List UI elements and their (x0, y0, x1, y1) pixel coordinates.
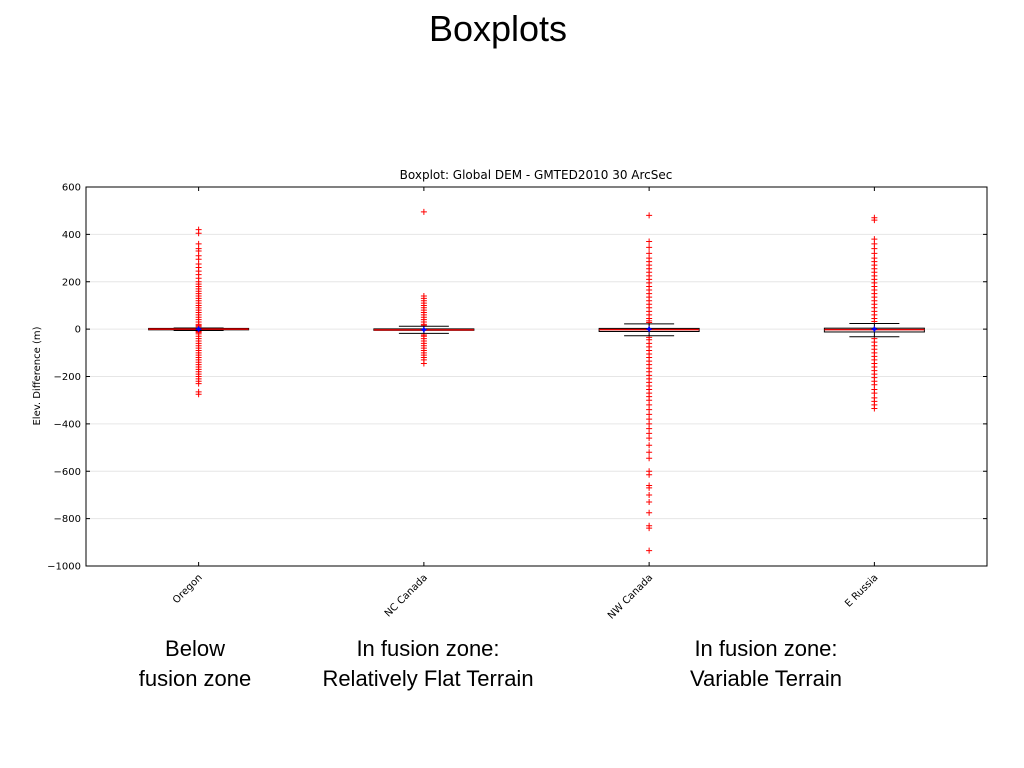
box-group (823, 214, 925, 412)
mean-marker (870, 325, 878, 333)
outlier-point (646, 212, 653, 219)
outlier-point (871, 405, 878, 412)
caption-below-fusion-zone: Below fusion zone (120, 634, 270, 694)
box-group (148, 226, 250, 398)
caption-line: Variable Terrain (689, 666, 843, 691)
caption-line: In fusion zone: (694, 636, 838, 661)
outlier-point (420, 208, 427, 215)
caption-line: fusion zone (138, 666, 252, 691)
mean-marker (420, 326, 428, 334)
y-tick-label: 0 (75, 325, 81, 336)
caption-line: Relatively Flat Terrain (322, 666, 534, 691)
outlier-point (646, 442, 653, 449)
outlier-point (646, 525, 653, 532)
chart-title: Boxplot: Global DEM - GMTED2010 30 ArcSe… (400, 168, 673, 182)
y-tick-label: −200 (54, 372, 81, 383)
outlier-point (646, 547, 653, 554)
outlier-point (646, 455, 653, 462)
outlier-point (646, 238, 653, 245)
grid-lines (86, 233, 987, 520)
x-tick-label: E Russia (843, 572, 880, 609)
slide-title: Boxplots (428, 8, 568, 49)
x-tick-label: Oregon (171, 572, 205, 606)
outlier-point (646, 244, 653, 251)
caption-line: Below (165, 636, 225, 661)
outlier-point (420, 360, 427, 367)
outlier-point (646, 435, 653, 442)
axes: 600 400 200 0 −200 −400 −600 −800 −1000 Oregon NC … (47, 183, 987, 622)
y-tick-label: 400 (62, 230, 81, 241)
outlier-point (646, 491, 653, 498)
y-tick-label: −600 (54, 467, 81, 478)
y-axis-label: Elev. Difference (m) (32, 326, 43, 425)
y-tick-label: −400 (54, 419, 81, 430)
outlier-point (195, 380, 202, 387)
outlier-point (871, 217, 878, 224)
outlier-point (646, 484, 653, 491)
y-tick-label: −800 (54, 514, 81, 525)
box-group (598, 212, 700, 554)
y-tick-label: 200 (62, 277, 81, 288)
mean-marker (645, 325, 653, 333)
x-tick-label: NC Canada (383, 572, 430, 619)
outlier-point (195, 230, 202, 237)
caption-flat-terrain: In fusion zone: Relatively Flat Terrain (298, 634, 558, 694)
boxes (148, 208, 925, 554)
outlier-point (646, 471, 653, 478)
x-tick-label: NW Canada (606, 572, 655, 621)
outlier-point (195, 391, 202, 398)
outlier-point (646, 499, 653, 506)
outlier-point (646, 449, 653, 456)
mean-marker (195, 325, 203, 333)
box-group (373, 208, 475, 367)
y-tick-label: 600 (62, 183, 81, 194)
caption-variable-terrain: In fusion zone: Variable Terrain (656, 634, 876, 694)
outlier-point (646, 509, 653, 516)
caption-line: In fusion zone: (356, 636, 500, 661)
y-tick-label: −1000 (47, 562, 81, 573)
